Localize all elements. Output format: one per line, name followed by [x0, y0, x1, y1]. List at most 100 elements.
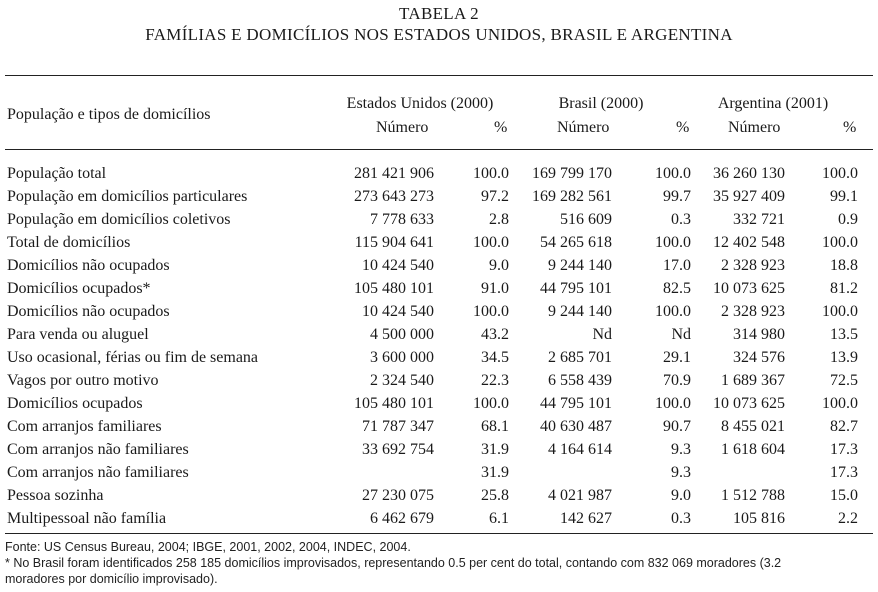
row-label: Uso ocasional, férias ou fim de semana	[7, 349, 259, 366]
cell-ar-percent: 81.2	[830, 280, 858, 297]
cell-ar-percent: 13.9	[830, 349, 858, 366]
table-row: Multipessoal não família 6 462 679 6.1 142 …	[0, 509, 878, 532]
row-label: População total	[7, 165, 107, 182]
row-label: Multipessoal não família	[7, 510, 167, 527]
cell-br-numero: 40 630 487	[540, 418, 612, 435]
row-label: Com arranjos familiares	[7, 418, 162, 435]
cell-br-numero: 169 799 170	[532, 165, 612, 182]
cell-br-percent: 100.0	[655, 303, 691, 320]
cell-br-percent: 100.0	[655, 234, 691, 251]
cell-us-numero: 71 787 347	[362, 418, 434, 435]
cell-us-percent: 22.3	[481, 372, 509, 389]
cell-us-numero: 4 500 000	[370, 326, 434, 343]
footnote-line-2: moradores por domicílio improvisado).	[5, 572, 218, 586]
cell-ar-percent: 17.3	[830, 441, 858, 458]
table-title: FAMÍLIAS E DOMICÍLIOS NOS ESTADOS UNIDOS…	[145, 25, 733, 44]
table-row: Domicílios não ocupados 10 424 540 100.0 9 …	[0, 302, 878, 325]
cell-us-numero: 281 421 906	[354, 165, 434, 182]
table-row: Domicílios não ocupados 10 424 540 9.0 9 24…	[0, 256, 878, 279]
cell-ar-percent: 18.8	[830, 257, 858, 274]
table-row: Com arranjos familiares 71 787 347 68.1 40 …	[0, 417, 878, 440]
footnote-line-1: * No Brasil foram identificados 258 185 …	[5, 556, 782, 570]
cell-us-percent: 6.1	[489, 510, 509, 527]
row-label: População em domicílios particulares	[7, 188, 248, 205]
cell-br-percent: 82.5	[663, 280, 691, 297]
cell-ar-numero: 1 618 604	[721, 441, 785, 458]
cell-br-percent: 70.9	[663, 372, 691, 389]
cell-br-percent: 29.1	[663, 349, 691, 366]
cell-ar-numero: 12 402 548	[713, 234, 785, 251]
subheader-us-percent: %	[494, 119, 508, 136]
cell-ar-percent: 0.9	[838, 211, 858, 228]
cell-ar-numero: 35 927 409	[713, 188, 785, 205]
cell-ar-numero: 1 512 788	[721, 487, 785, 504]
cell-us-numero: 10 424 540	[362, 257, 434, 274]
table-row: Para venda ou aluguel 4 500 000 43.2 Nd Nd 31…	[0, 325, 878, 348]
cell-br-numero: Nd	[592, 326, 612, 343]
cell-us-percent: 43.2	[481, 326, 509, 343]
cell-us-percent: 91.0	[481, 280, 509, 297]
table-body: População total 281 421 906 100.0 169 799 1…	[0, 164, 878, 532]
table-row: Total de domicílios 115 904 641 100.0 54 26…	[0, 233, 878, 256]
group-header-argentina: Argentina (2001)	[717, 95, 829, 112]
row-label: População em domicílios coletivos	[7, 211, 231, 228]
row-label: Para venda ou aluguel	[7, 326, 149, 343]
cell-us-numero: 3 600 000	[370, 349, 434, 366]
table-row: Uso ocasional, férias ou fim de semana 3 …	[0, 348, 878, 371]
cell-ar-percent: 15.0	[830, 487, 858, 504]
table-row: Pessoa sozinha 27 230 075 25.8 4 021 987 9.0…	[0, 486, 878, 509]
cell-br-numero: 54 265 618	[540, 234, 612, 251]
cell-ar-numero: 8 455 021	[721, 418, 785, 435]
cell-ar-percent: 100.0	[822, 395, 858, 412]
cell-br-percent: 9.0	[671, 487, 691, 504]
row-label: Domicílios não ocupados	[7, 257, 170, 274]
cell-ar-percent: 100.0	[822, 165, 858, 182]
cell-ar-percent: 17.3	[830, 464, 858, 481]
cell-us-percent: 34.5	[481, 349, 509, 366]
subheader-br-numero: Número	[557, 119, 610, 136]
row-label: Total de domicílios	[7, 234, 131, 251]
group-header-us: Estados Unidos (2000)	[346, 95, 494, 112]
subheader-br-percent: %	[676, 119, 690, 136]
cell-br-percent: 90.7	[663, 418, 691, 435]
table-number: TABELA 2	[399, 4, 479, 23]
cell-ar-numero: 332 721	[733, 211, 785, 228]
cell-ar-numero: 1 689 367	[721, 372, 785, 389]
cell-br-numero: 2 685 701	[548, 349, 612, 366]
cell-us-percent: 25.8	[481, 487, 509, 504]
cell-br-numero: 9 244 140	[548, 257, 612, 274]
cell-br-numero: 4 164 614	[548, 441, 612, 458]
cell-br-numero: 4 021 987	[548, 487, 612, 504]
cell-ar-numero: 105 816	[733, 510, 785, 527]
cell-ar-percent: 72.5	[830, 372, 858, 389]
cell-br-percent: 9.3	[671, 441, 691, 458]
cell-ar-numero: 2 328 923	[721, 303, 785, 320]
subheader-ar-numero: Número	[728, 119, 781, 136]
cell-ar-percent: 100.0	[822, 303, 858, 320]
cell-br-percent: 9.3	[671, 464, 691, 481]
table-row: Vagos por outro motivo 2 324 540 22.3 6 558…	[0, 371, 878, 394]
row-label: Com arranjos não familiares	[7, 441, 189, 458]
cell-br-numero: 142 627	[560, 510, 612, 527]
cell-br-numero: 9 244 140	[548, 303, 612, 320]
cell-us-percent: 31.9	[481, 464, 509, 481]
source-note: Fonte: US Census Bureau, 2004; IBGE, 200…	[5, 540, 411, 554]
top-rule	[5, 75, 873, 76]
cell-br-percent: 99.7	[663, 188, 691, 205]
table-row: Domicílios ocupados* 105 480 101 91.0 44 79…	[0, 279, 878, 302]
table-row: População em domicílios particulares 273 …	[0, 187, 878, 210]
cell-ar-percent: 99.1	[830, 188, 858, 205]
cell-br-percent: 0.3	[671, 510, 691, 527]
cell-br-numero: 516 609	[560, 211, 612, 228]
cell-ar-numero: 2 328 923	[721, 257, 785, 274]
cell-us-percent: 100.0	[473, 303, 509, 320]
cell-br-numero: 6 558 439	[548, 372, 612, 389]
subheader-us-numero: Número	[376, 119, 429, 136]
cell-us-numero: 2 324 540	[370, 372, 434, 389]
row-label: Domicílios ocupados*	[7, 280, 151, 297]
row-label: Domicílios ocupados	[7, 395, 143, 412]
cell-br-numero: 44 795 101	[540, 395, 612, 412]
cell-br-percent: 100.0	[655, 165, 691, 182]
cell-us-percent: 2.8	[489, 211, 509, 228]
cell-us-percent: 100.0	[473, 234, 509, 251]
